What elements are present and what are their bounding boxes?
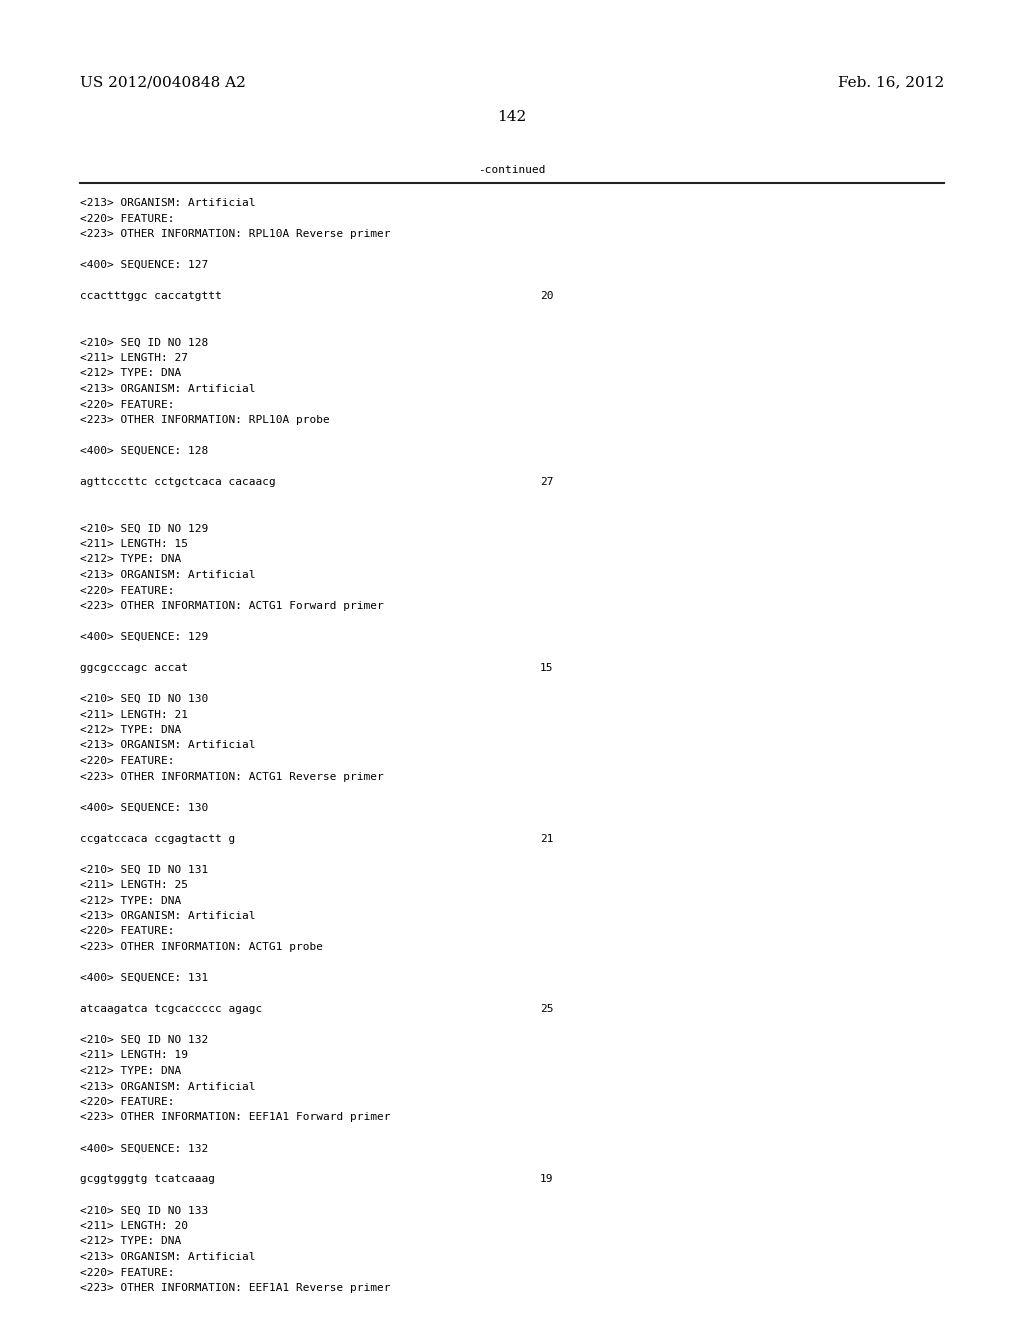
Text: <400> SEQUENCE: 131: <400> SEQUENCE: 131 xyxy=(80,973,208,983)
Text: ccactttggc caccatgttt: ccactttggc caccatgttt xyxy=(80,290,222,301)
Text: <212> TYPE: DNA: <212> TYPE: DNA xyxy=(80,725,181,735)
Text: -continued: -continued xyxy=(478,165,546,176)
Text: <220> FEATURE:: <220> FEATURE: xyxy=(80,400,174,409)
Text: <212> TYPE: DNA: <212> TYPE: DNA xyxy=(80,554,181,565)
Text: <212> TYPE: DNA: <212> TYPE: DNA xyxy=(80,1067,181,1076)
Text: <210> SEQ ID NO 129: <210> SEQ ID NO 129 xyxy=(80,524,208,533)
Text: <400> SEQUENCE: 129: <400> SEQUENCE: 129 xyxy=(80,632,208,642)
Text: <213> ORGANISM: Artificial: <213> ORGANISM: Artificial xyxy=(80,570,256,579)
Text: <210> SEQ ID NO 133: <210> SEQ ID NO 133 xyxy=(80,1205,208,1216)
Text: <220> FEATURE:: <220> FEATURE: xyxy=(80,927,174,936)
Text: <223> OTHER INFORMATION: EEF1A1 Forward primer: <223> OTHER INFORMATION: EEF1A1 Forward … xyxy=(80,1113,390,1122)
Text: <210> SEQ ID NO 130: <210> SEQ ID NO 130 xyxy=(80,694,208,704)
Text: <223> OTHER INFORMATION: EEF1A1 Reverse primer: <223> OTHER INFORMATION: EEF1A1 Reverse … xyxy=(80,1283,390,1294)
Text: <223> OTHER INFORMATION: ACTG1 probe: <223> OTHER INFORMATION: ACTG1 probe xyxy=(80,942,323,952)
Text: <212> TYPE: DNA: <212> TYPE: DNA xyxy=(80,895,181,906)
Text: <400> SEQUENCE: 128: <400> SEQUENCE: 128 xyxy=(80,446,208,455)
Text: <213> ORGANISM: Artificial: <213> ORGANISM: Artificial xyxy=(80,741,256,751)
Text: 19: 19 xyxy=(540,1175,554,1184)
Text: <220> FEATURE:: <220> FEATURE: xyxy=(80,756,174,766)
Text: US 2012/0040848 A2: US 2012/0040848 A2 xyxy=(80,75,246,88)
Text: <213> ORGANISM: Artificial: <213> ORGANISM: Artificial xyxy=(80,911,256,921)
Text: <400> SEQUENCE: 132: <400> SEQUENCE: 132 xyxy=(80,1143,208,1154)
Text: <211> LENGTH: 21: <211> LENGTH: 21 xyxy=(80,710,188,719)
Text: <223> OTHER INFORMATION: ACTG1 Reverse primer: <223> OTHER INFORMATION: ACTG1 Reverse p… xyxy=(80,771,384,781)
Text: <223> OTHER INFORMATION: ACTG1 Forward primer: <223> OTHER INFORMATION: ACTG1 Forward p… xyxy=(80,601,384,611)
Text: <213> ORGANISM: Artificial: <213> ORGANISM: Artificial xyxy=(80,1251,256,1262)
Text: ggcgcccagc accat: ggcgcccagc accat xyxy=(80,663,188,673)
Text: <210> SEQ ID NO 128: <210> SEQ ID NO 128 xyxy=(80,338,208,347)
Text: 27: 27 xyxy=(540,477,554,487)
Text: 21: 21 xyxy=(540,833,554,843)
Text: <211> LENGTH: 20: <211> LENGTH: 20 xyxy=(80,1221,188,1232)
Text: 15: 15 xyxy=(540,663,554,673)
Text: Feb. 16, 2012: Feb. 16, 2012 xyxy=(838,75,944,88)
Text: <211> LENGTH: 19: <211> LENGTH: 19 xyxy=(80,1051,188,1060)
Text: <211> LENGTH: 27: <211> LENGTH: 27 xyxy=(80,352,188,363)
Text: <210> SEQ ID NO 132: <210> SEQ ID NO 132 xyxy=(80,1035,208,1045)
Text: <400> SEQUENCE: 130: <400> SEQUENCE: 130 xyxy=(80,803,208,813)
Text: <223> OTHER INFORMATION: RPL10A Reverse primer: <223> OTHER INFORMATION: RPL10A Reverse … xyxy=(80,228,390,239)
Text: <213> ORGANISM: Artificial: <213> ORGANISM: Artificial xyxy=(80,198,256,209)
Text: gcggtgggtg tcatcaaag: gcggtgggtg tcatcaaag xyxy=(80,1175,215,1184)
Text: 25: 25 xyxy=(540,1005,554,1014)
Text: <220> FEATURE:: <220> FEATURE: xyxy=(80,1267,174,1278)
Text: <212> TYPE: DNA: <212> TYPE: DNA xyxy=(80,1237,181,1246)
Text: <210> SEQ ID NO 131: <210> SEQ ID NO 131 xyxy=(80,865,208,874)
Text: <220> FEATURE:: <220> FEATURE: xyxy=(80,214,174,223)
Text: 142: 142 xyxy=(498,110,526,124)
Text: <212> TYPE: DNA: <212> TYPE: DNA xyxy=(80,368,181,379)
Text: 20: 20 xyxy=(540,290,554,301)
Text: <211> LENGTH: 15: <211> LENGTH: 15 xyxy=(80,539,188,549)
Text: <400> SEQUENCE: 127: <400> SEQUENCE: 127 xyxy=(80,260,208,271)
Text: <220> FEATURE:: <220> FEATURE: xyxy=(80,1097,174,1107)
Text: <213> ORGANISM: Artificial: <213> ORGANISM: Artificial xyxy=(80,384,256,393)
Text: <213> ORGANISM: Artificial: <213> ORGANISM: Artificial xyxy=(80,1081,256,1092)
Text: <211> LENGTH: 25: <211> LENGTH: 25 xyxy=(80,880,188,890)
Text: <223> OTHER INFORMATION: RPL10A probe: <223> OTHER INFORMATION: RPL10A probe xyxy=(80,414,330,425)
Text: ccgatccaca ccgagtactt g: ccgatccaca ccgagtactt g xyxy=(80,833,236,843)
Text: atcaagatca tcgcaccccc agagc: atcaagatca tcgcaccccc agagc xyxy=(80,1005,262,1014)
Text: agttcccttc cctgctcaca cacaacg: agttcccttc cctgctcaca cacaacg xyxy=(80,477,275,487)
Text: <220> FEATURE:: <220> FEATURE: xyxy=(80,586,174,595)
